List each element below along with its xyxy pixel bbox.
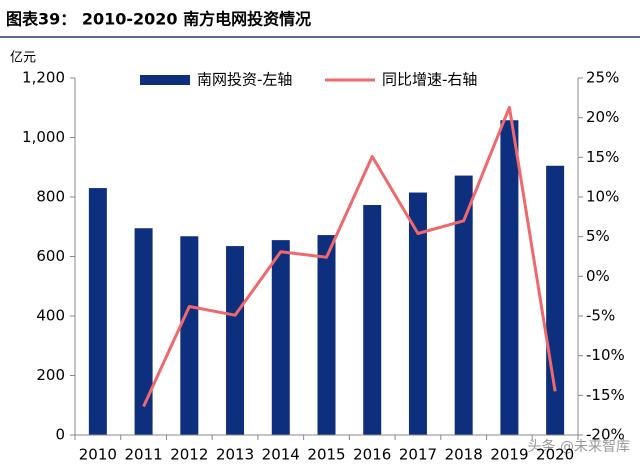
x-tick-label: 2011 [124,446,162,464]
y2-tick-label: 15% [586,148,619,166]
x-tick-label: 2012 [170,446,208,464]
y-tick-label: 1,200 [22,69,65,87]
chart-title: 图表39： 2010-2020 南方电网投资情况 [6,10,311,29]
y-tick-label: 200 [36,366,65,384]
watermark: 头条 @未来智库 [528,438,630,455]
bar [454,175,473,435]
x-tick-label: 2014 [262,446,300,464]
bar [363,205,382,435]
x-tick-label: 2015 [307,446,345,464]
legend-swatch [140,75,190,85]
bar [317,235,336,435]
y-tick-label: 0 [55,426,65,444]
y-axis-label: 亿元 [10,51,36,66]
y2-tick-label: 0% [586,267,610,285]
x-tick-label: 2016 [353,446,391,464]
bar [408,192,427,435]
legend-label: 南网投资-左轴 [197,71,292,89]
x-tick-label: 2010 [79,446,117,464]
y2-tick-label: -15% [586,386,625,404]
x-tick-label: 2013 [216,446,254,464]
y2-tick-label: 25% [586,69,619,87]
x-tick-label: 2020 [536,446,574,464]
bar [226,246,245,435]
x-tick-label: 2018 [445,446,483,464]
y2-tick-label: -10% [586,346,625,364]
bar [180,236,199,435]
y-tick-label: 800 [36,188,65,206]
bar [134,228,153,435]
x-tick-label: 2017 [399,446,437,464]
bar [271,240,290,435]
y2-tick-label: 5% [586,227,610,245]
y2-tick-label: 20% [586,108,619,126]
y2-tick-label: -20% [586,426,625,444]
bar [546,165,565,435]
y2-tick-label: 10% [586,188,619,206]
y-tick-label: 600 [36,247,65,265]
y-tick-label: 400 [36,307,65,325]
y-tick-label: 1,000 [22,128,65,146]
x-tick-label: 2019 [490,446,528,464]
legend-label: 同比增速-右轴 [382,71,477,89]
y2-tick-label: -5% [586,307,615,325]
bar [88,188,107,435]
line [142,105,557,408]
bar [500,120,519,436]
